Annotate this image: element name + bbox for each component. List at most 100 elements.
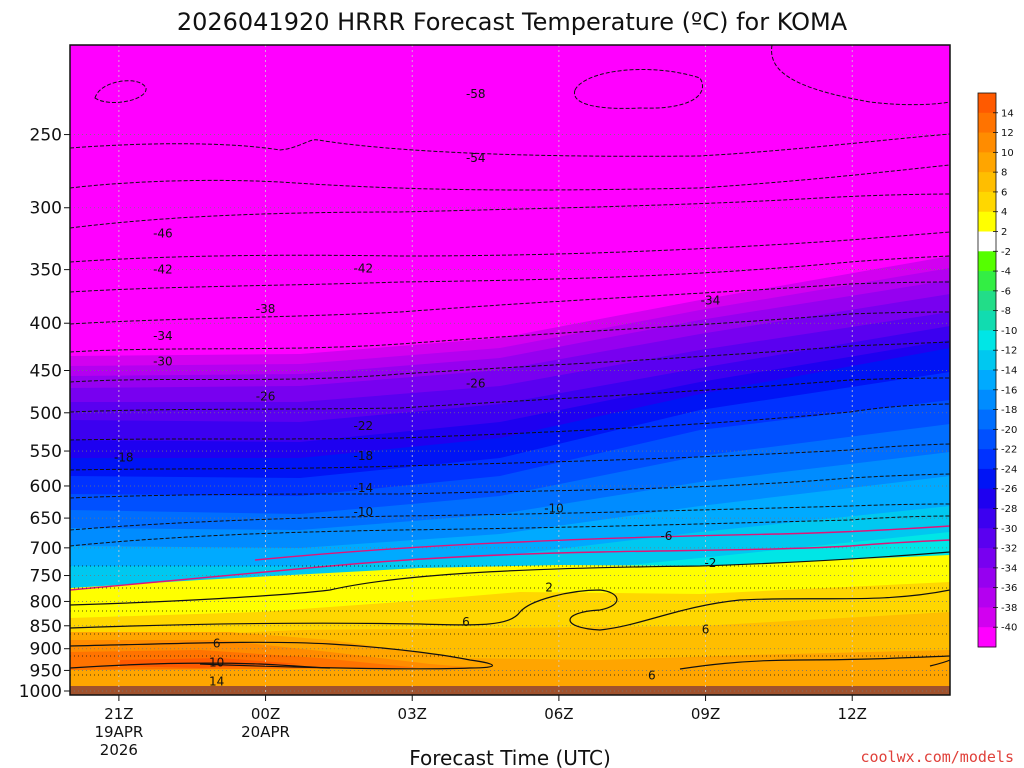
x-tick-label: 21Z (104, 705, 133, 723)
contour-value: 14 (209, 675, 224, 689)
y-tick-label: 550 (30, 442, 62, 462)
colorbar-swatch (978, 627, 996, 648)
colorbar-swatch (978, 310, 996, 331)
colorbar-label: 2 (1001, 227, 1007, 238)
y-tick-label: 950 (30, 661, 62, 681)
contour-line (70, 662, 331, 669)
contour-line (771, 45, 950, 106)
contour-value: 6 (648, 668, 656, 682)
contour-line (70, 473, 950, 499)
contour-labels: -58-54-46-42 -42-38-34-34-30-26-26-22-18-… (114, 87, 721, 689)
positive-contours (70, 551, 950, 670)
contour-label: 2 (545, 581, 553, 595)
freezing-contours (70, 525, 950, 591)
colorbar-swatch (978, 409, 996, 430)
colorbar-swatch (978, 93, 996, 114)
contour-label: -42 (153, 263, 173, 277)
x-tick-label: 03Z (398, 705, 427, 723)
contour-line (70, 255, 950, 293)
y-tick-label: 700 (30, 539, 62, 559)
colorbar-swatch (978, 508, 996, 529)
colorbar-swatch (978, 152, 996, 173)
contour-value: -10 (544, 502, 564, 516)
contour-line (70, 641, 493, 670)
colorbar: 14 12 10 8 6 4 2 -2 -4 -6 -8 -10 -12 -14 -16 -18 -20 -22 -… (977, 92, 1017, 648)
colorbar-swatch (978, 211, 996, 232)
contour-value: -54 (466, 151, 486, 165)
freezing-line (70, 539, 950, 591)
contour-value: -18 (114, 451, 134, 465)
contour-line (94, 80, 147, 104)
level-lines (70, 565, 950, 676)
contour-label: -10 (544, 502, 564, 516)
colorbar-label: 8 (1001, 168, 1007, 179)
contour-line (70, 231, 950, 263)
contour-value: -2 (704, 556, 716, 570)
contour-label: -34 (153, 329, 173, 343)
contour-label: -30 (153, 354, 173, 368)
colorbar-label: -20 (1001, 425, 1017, 436)
colorbar-swatch (978, 330, 996, 351)
x-tick-label: 00Z (251, 705, 280, 723)
contour-label: 6 (213, 636, 221, 650)
y-tick-label: 900 (30, 640, 62, 660)
ground (70, 686, 950, 695)
colorbar-label: -18 (1001, 405, 1017, 416)
contour-line (70, 133, 950, 157)
chart-title: 2026041920 HRRR Forecast Temperature (ºC… (177, 8, 848, 36)
colorbar-swatch (978, 231, 996, 252)
colorbar-label: 10 (1001, 148, 1014, 159)
y-tick-label: 800 (30, 592, 62, 612)
y-tick-label: 500 (30, 404, 62, 424)
plot-area: -58-54-46-42 -42-38-34-34-30-26-26-22-18-… (70, 45, 950, 695)
colorbar-swatch (978, 132, 996, 153)
colorbar-swatch (978, 271, 996, 292)
colorbar-label: -32 (1001, 544, 1017, 555)
contour-value: -58 (466, 87, 486, 101)
colorbar-swatch (978, 607, 996, 628)
credit-text: coolwx.com/models (860, 748, 1014, 766)
x-tick-label: 09Z (691, 705, 720, 723)
colorbar-label: -22 (1001, 445, 1017, 456)
contour-value: -38 (256, 302, 276, 316)
colorbar-swatch (978, 290, 996, 312)
colorbar-label: -26 (1001, 484, 1017, 495)
contour-value: -34 (701, 294, 721, 308)
colorbar-swatch (978, 468, 996, 490)
contour-line (70, 164, 950, 191)
colorbar-label: 4 (1001, 207, 1007, 218)
contour-line (70, 589, 950, 631)
contour-label: 14 (209, 675, 224, 689)
y-tick-label: 450 (30, 361, 62, 381)
contour-value: 6 (702, 623, 710, 637)
colorbar-label: 12 (1001, 128, 1014, 139)
y-tick-label: 400 (30, 314, 62, 334)
grid-lines (70, 45, 950, 695)
contour-label: -10 (354, 505, 374, 519)
y-axis: 250 300 350 400 450 500 550 600 650 700 750 800 850 9… (19, 126, 70, 702)
colorbar-label: -16 (1001, 385, 1017, 396)
x-tick-year: 2026 (100, 741, 138, 759)
colorbar-label: -38 (1001, 603, 1017, 614)
colorbar-label: -10 (1001, 326, 1017, 337)
contour-value: -10 (354, 505, 374, 519)
contour-label: -18 (354, 449, 374, 463)
y-tick-label: 600 (30, 477, 62, 497)
colorbar-label: -30 (1001, 524, 1017, 535)
colorbar-swatch (978, 112, 996, 134)
contour-line (70, 403, 950, 441)
y-tick-label: 250 (30, 126, 62, 146)
contour-label: -38 (256, 302, 276, 316)
contour-label: -54 (466, 151, 486, 165)
contour-line (70, 515, 950, 547)
colorbar-swatch (978, 567, 996, 589)
y-tick-label: 750 (30, 567, 62, 587)
colorbar-swatch (978, 528, 996, 549)
freezing-line (254, 525, 950, 561)
contour-label: 10 (209, 655, 224, 669)
contour-line (70, 281, 950, 325)
contour-label: -46 (153, 227, 173, 241)
contour-value: -42 (354, 261, 374, 275)
contour-label: 6 (702, 623, 710, 637)
